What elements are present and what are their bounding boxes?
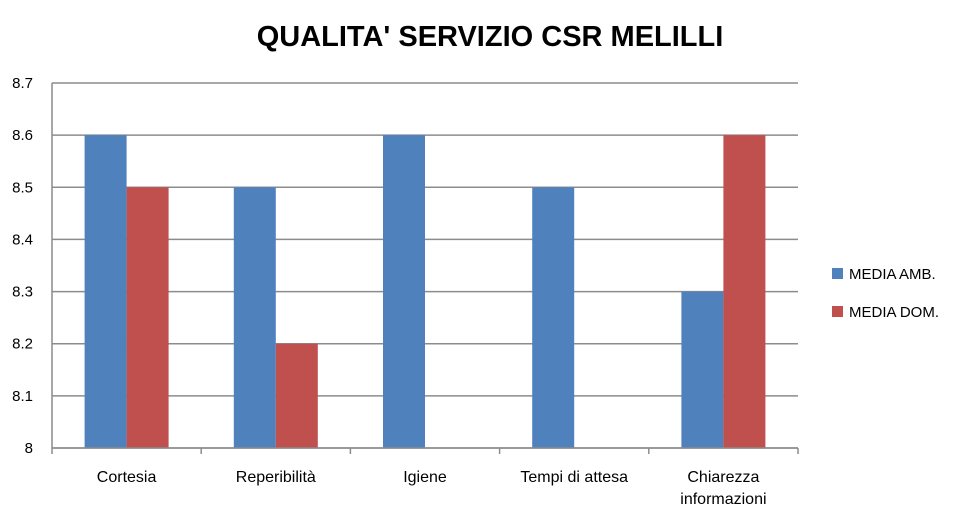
bar-media-amb xyxy=(532,187,575,449)
chart-title: QUALITA' SERVIZIO CSR MELILLI xyxy=(257,21,724,53)
bar-media-dom xyxy=(126,187,169,449)
bar-media-dom xyxy=(275,343,318,448)
x-tick-label: informazioni xyxy=(680,491,766,508)
bar-media-amb xyxy=(383,135,425,448)
bars xyxy=(84,135,766,449)
y-tick-label: 8.4 xyxy=(12,231,33,248)
legend-label: MEDIA AMB. xyxy=(849,266,936,283)
y-tick-label: 8.5 xyxy=(12,179,33,196)
y-tick-label: 8.7 xyxy=(12,75,33,92)
x-tick-label: Cortesia xyxy=(97,469,157,486)
bar-media-amb xyxy=(681,291,724,448)
legend-swatch xyxy=(832,268,843,279)
legend-swatch xyxy=(832,306,843,317)
bar-media-amb xyxy=(233,187,276,449)
y-tick-label: 8.3 xyxy=(12,284,33,301)
bar-media-dom xyxy=(723,135,766,448)
x-tick-label: Chiarezza xyxy=(687,469,759,486)
y-tick-label: 8.2 xyxy=(12,336,33,353)
y-tick-label: 8 xyxy=(25,440,33,457)
legend: MEDIA AMB. MEDIA DOM. xyxy=(832,266,939,321)
x-tick-label: Igiene xyxy=(403,469,447,486)
x-tick-label: Reperibilità xyxy=(236,469,316,486)
y-tick-label: 8.1 xyxy=(12,388,33,405)
y-tick-label: 8.6 xyxy=(12,127,33,144)
y-axis: 8 8.1 8.2 8.3 8.4 8.5 8.6 8.7 xyxy=(12,75,53,457)
x-axis: Cortesia Reperibilità Igiene Tempi di attes… xyxy=(51,447,799,508)
bar-media-amb xyxy=(84,135,127,448)
x-tick-label: Tempi di attesa xyxy=(520,469,628,486)
legend-label: MEDIA DOM. xyxy=(849,304,939,321)
